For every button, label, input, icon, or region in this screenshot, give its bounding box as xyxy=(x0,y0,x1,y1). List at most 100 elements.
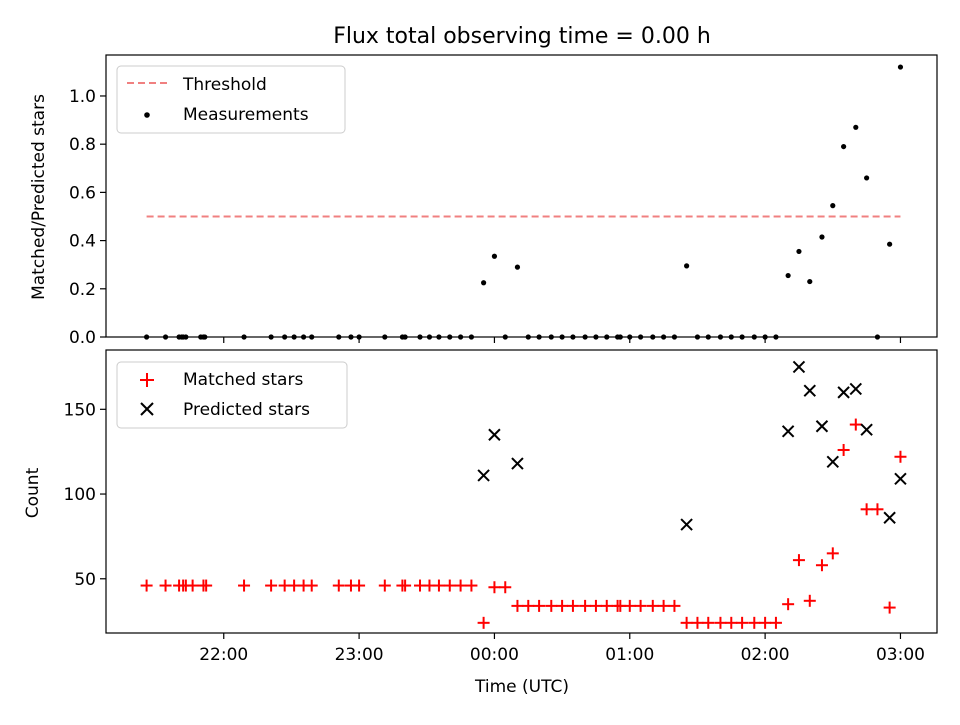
matched-star-point xyxy=(782,598,795,611)
bottom-legend: Matched stars Predicted stars xyxy=(116,361,348,429)
matched-star-point xyxy=(477,616,490,629)
predicted-star-point xyxy=(477,469,490,482)
matched-star-point xyxy=(646,599,659,612)
legend-predicted-label: Predicted stars xyxy=(183,400,310,420)
bottom-y-tick-label: 100 xyxy=(64,485,96,505)
measurement-point xyxy=(796,248,802,255)
matched-star-point xyxy=(826,547,839,560)
top-axes-frame xyxy=(105,54,938,338)
matched-star-point xyxy=(769,616,782,629)
legend-matched-label: Matched stars xyxy=(183,370,303,390)
x-tick-label: 23:00 xyxy=(335,645,384,665)
matched-star-point xyxy=(566,599,579,612)
matched-star-point xyxy=(238,579,251,592)
matched-star-point xyxy=(265,579,278,592)
predicted-star-point xyxy=(883,511,896,524)
measurement-point xyxy=(864,175,870,181)
top-legend: Threshold Measurements xyxy=(116,65,346,134)
top-y-tick-label: 0.8 xyxy=(69,135,96,155)
matched-star-point xyxy=(680,616,693,629)
top-y-tick-label: 1.0 xyxy=(69,87,96,107)
matched-star-point xyxy=(702,616,715,629)
measurement-point xyxy=(514,264,521,270)
x-axis-label: Time (UTC) xyxy=(474,677,569,697)
predicted-star-point xyxy=(815,420,829,433)
matched-star-point xyxy=(556,599,569,612)
x-tick-label: 01:00 xyxy=(605,645,654,665)
predicted-star-point xyxy=(826,455,839,469)
matched-star-point xyxy=(657,599,670,612)
matched-star-point xyxy=(634,599,647,612)
measurement-point xyxy=(684,263,690,269)
measurement-point xyxy=(841,143,847,150)
matched-star-point xyxy=(759,616,772,629)
x-tick-label: 02:00 xyxy=(741,645,790,665)
legend-threshold-label: Threshold xyxy=(182,75,267,95)
matched-star-point xyxy=(465,579,478,592)
matched-star-point xyxy=(432,579,445,592)
predicted-star-point xyxy=(860,423,873,436)
matched-star-point xyxy=(748,616,761,629)
matched-star-point xyxy=(623,599,636,612)
predicted-star-point xyxy=(849,382,863,396)
matched-star-point xyxy=(736,616,749,629)
predicted-star-point xyxy=(488,428,501,441)
matched-star-point xyxy=(860,503,873,516)
predicted-star-point xyxy=(837,386,850,399)
bottom-y-tick-label: 150 xyxy=(64,400,96,420)
predicted-star-point xyxy=(792,360,806,374)
bottom-y-tick-label: 50 xyxy=(74,570,96,590)
legend-layer: Threshold Measurements Matched stars Pre… xyxy=(116,65,348,429)
predicted-star-point xyxy=(511,457,524,470)
matched-star-point xyxy=(378,579,391,592)
axes-frame-layer xyxy=(100,54,938,639)
x-tick-label: 22:00 xyxy=(199,645,248,665)
measurement-point xyxy=(481,280,487,286)
measurement-point xyxy=(853,124,859,130)
matched-star-point xyxy=(454,579,467,592)
matched-star-point xyxy=(837,443,850,456)
measurement-point xyxy=(819,234,825,240)
predicted-star-point xyxy=(803,384,816,397)
matched-star-point xyxy=(668,599,681,612)
legend-measurements-swatch xyxy=(144,112,150,118)
matched-star-point xyxy=(815,559,828,572)
matched-star-point xyxy=(159,579,172,592)
chart-title: Flux total observing time = 0.00 h xyxy=(333,24,711,49)
x-tick-label: 00:00 xyxy=(470,645,519,665)
bottom-axes-frame xyxy=(105,349,938,634)
matched-star-point xyxy=(545,599,558,612)
matched-star-point xyxy=(883,601,896,614)
matched-star-point xyxy=(353,579,366,592)
top-y-tick-label: 0.6 xyxy=(69,183,96,203)
matched-star-point xyxy=(714,616,727,629)
matched-star-point xyxy=(894,450,907,463)
measurement-point xyxy=(491,253,498,259)
matched-star-point xyxy=(725,616,738,629)
matched-star-point xyxy=(399,579,412,592)
matched-star-point xyxy=(305,579,318,592)
top-y-tick-label: 0.0 xyxy=(69,328,96,348)
measurement-point xyxy=(785,272,791,279)
predicted-star-point xyxy=(894,472,907,485)
top-y-tick-label: 0.2 xyxy=(69,280,96,300)
matched-star-point xyxy=(511,599,524,612)
data-marks-layer xyxy=(140,64,907,629)
legend-measurements-label: Measurements xyxy=(183,105,309,125)
measurement-point xyxy=(830,203,836,209)
x-tick-label: 03:00 xyxy=(876,645,925,665)
matched-star-point xyxy=(186,579,199,592)
legend-matched-swatch xyxy=(140,373,154,387)
matched-star-point xyxy=(443,579,456,592)
matched-star-point xyxy=(792,554,805,567)
top-y-axis-label: Matched/Predicted stars xyxy=(29,94,49,300)
predicted-star-point xyxy=(680,518,693,531)
matched-star-point xyxy=(849,418,862,431)
text-layer: Flux total observing time = 0.00 h Match… xyxy=(23,24,925,697)
matched-star-point xyxy=(200,579,213,592)
matched-star-point xyxy=(871,503,884,516)
matched-star-point xyxy=(522,599,535,612)
matched-star-point xyxy=(488,581,501,594)
matched-star-point xyxy=(579,599,592,612)
